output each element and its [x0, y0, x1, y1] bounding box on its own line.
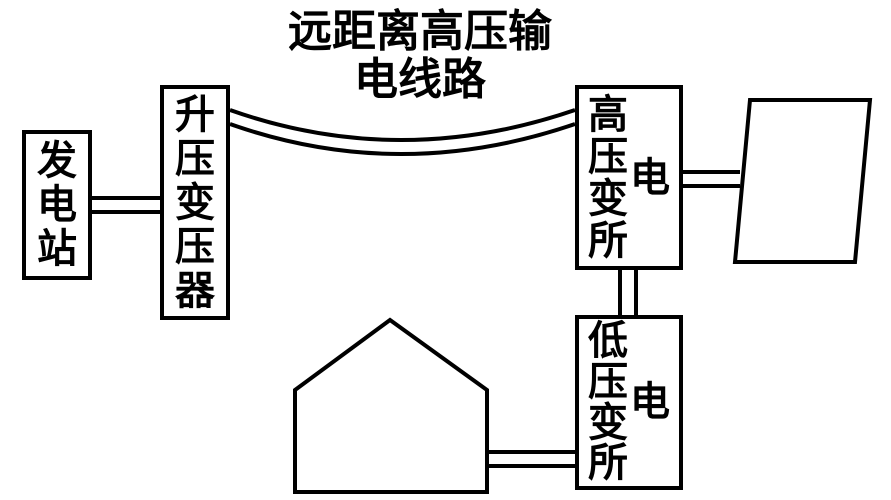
conn-transmission-1: [230, 110, 575, 140]
conn-transmission-2: [230, 124, 575, 154]
title-line2: 电线路: [354, 55, 486, 104]
factory-label: 工 厂: [758, 125, 848, 221]
transmission-line-title: 远距离高压输 电线路: [255, 8, 585, 105]
hv-substation-node: 高 压 变 所 电: [575, 85, 683, 270]
user-label: 一般 用户: [310, 398, 470, 482]
power-station-label: 发 电 站: [37, 139, 77, 271]
step-up-label: 升 压 变 压 器: [175, 93, 215, 313]
title-line1: 远距离高压输: [288, 7, 552, 56]
power-station-node: 发 电 站: [22, 130, 92, 280]
lv-sub-label: 低 压 变 所 电: [588, 321, 670, 484]
lv-substation-node: 低 压 变 所 电: [575, 315, 683, 490]
hv-sub-label: 高 压 变 所 电: [588, 94, 670, 262]
step-up-transformer-node: 升 压 变 压 器: [160, 85, 230, 320]
